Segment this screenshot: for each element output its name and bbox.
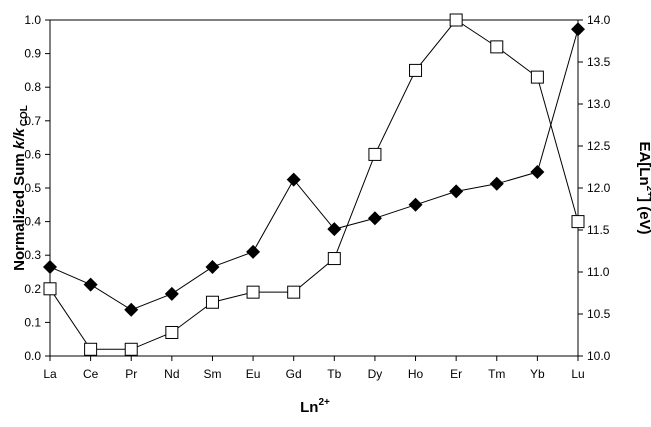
y2-tick-label: 11.0 xyxy=(587,265,610,279)
y-tick-label: 0.4 xyxy=(24,215,41,229)
y2-tick-label: 10.5 xyxy=(587,307,611,321)
x-tick-label: Yb xyxy=(530,367,545,381)
x-axis-label: Ln2+ xyxy=(300,397,330,416)
diamond-marker xyxy=(124,303,138,317)
y-tick-label: 0.6 xyxy=(24,147,41,161)
y2-axis-label: EA[Ln2+] (eV) xyxy=(636,141,651,234)
diamond-marker xyxy=(205,260,219,274)
square-marker xyxy=(247,286,259,298)
x-tick-label: Dy xyxy=(368,367,383,381)
x-tick-label: La xyxy=(43,367,57,381)
x-tick-label: Er xyxy=(450,367,462,381)
x-tick-label: Lu xyxy=(571,367,584,381)
diamond-marker xyxy=(246,245,260,259)
y2-tick-label: 13.5 xyxy=(587,55,611,69)
square-marker xyxy=(85,343,97,355)
y-tick-label: 0.9 xyxy=(24,47,41,61)
square-marker xyxy=(328,253,340,265)
y-tick-label: 1.0 xyxy=(24,13,41,27)
diamond-marker xyxy=(327,222,341,236)
diamond-marker xyxy=(368,211,382,225)
diamond-marker xyxy=(530,165,544,179)
square-marker xyxy=(572,216,584,228)
y-tick-label: 0.1 xyxy=(24,315,41,329)
square-marker xyxy=(44,283,56,295)
square-marker xyxy=(206,296,218,308)
y-tick-label: 0.3 xyxy=(24,248,41,262)
y2-tick-label: 11.5 xyxy=(587,223,610,237)
x-tick-label: Ho xyxy=(408,367,424,381)
square-marker xyxy=(450,14,462,26)
series-line xyxy=(50,29,578,310)
diamond-marker xyxy=(84,278,98,292)
x-tick-label: Tm xyxy=(488,367,505,381)
x-tick-label: Eu xyxy=(246,367,261,381)
x-tick-label: Nd xyxy=(164,367,179,381)
x-tick-label: Tb xyxy=(327,367,341,381)
y-tick-label: 0.8 xyxy=(24,80,41,94)
diamond-marker xyxy=(165,287,179,301)
diamond-marker xyxy=(571,22,585,36)
diamond-marker xyxy=(409,198,423,212)
y2-tick-label: 12.0 xyxy=(587,181,611,195)
diamond-marker xyxy=(287,173,301,187)
square-marker xyxy=(125,343,137,355)
square-marker xyxy=(491,41,503,53)
x-tick-label: Gd xyxy=(286,367,302,381)
diamond-marker xyxy=(449,184,463,198)
y-tick-label: 0.2 xyxy=(24,282,41,296)
y-tick-label: 0.7 xyxy=(24,114,41,128)
y-tick-label: 0.0 xyxy=(24,349,41,363)
y2-tick-label: 14.0 xyxy=(587,13,611,27)
diamond-marker xyxy=(490,177,504,191)
square-marker xyxy=(166,326,178,338)
y2-tick-label: 13.0 xyxy=(587,97,611,111)
x-tick-label: Ce xyxy=(83,367,99,381)
x-tick-label: Sm xyxy=(203,367,221,381)
x-tick-label: Pr xyxy=(125,367,137,381)
y2-tick-label: 12.5 xyxy=(587,139,611,153)
y-tick-label: 0.5 xyxy=(24,181,41,195)
square-marker xyxy=(410,64,422,76)
y2-tick-label: 10.0 xyxy=(587,349,611,363)
diamond-marker xyxy=(43,260,57,274)
square-marker xyxy=(531,71,543,83)
square-marker xyxy=(288,286,300,298)
square-marker xyxy=(369,148,381,160)
